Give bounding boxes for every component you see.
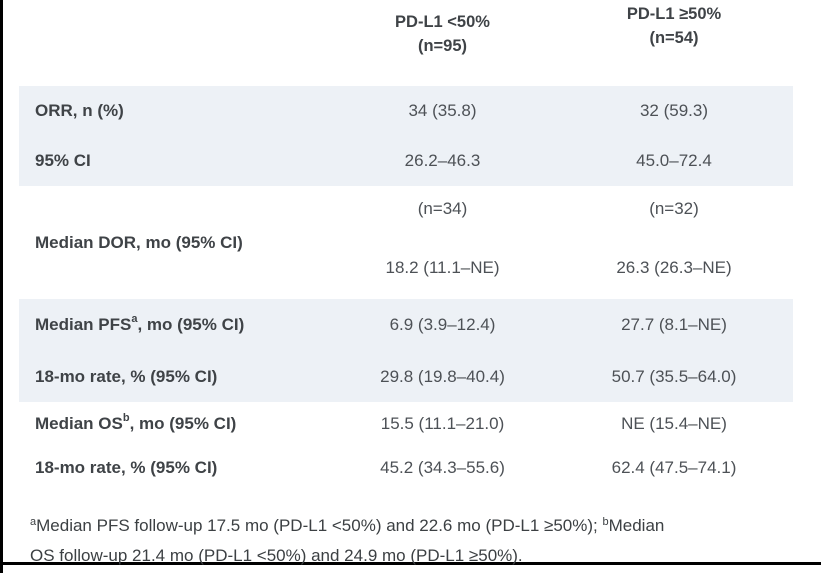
header-col1-line2: (n=95)	[417, 37, 468, 55]
results-table: PD-L1 <50% (n=95) PD-L1 ≥50% (n=54) ORR,…	[19, 0, 793, 569]
table-row-pfs: Median PFS a, mo (95% CI) 6.9 (3.9–12.4) …	[19, 299, 793, 351]
os-value-lt50: 15.5 (11.1–21.0)	[380, 414, 505, 433]
orr-value-ge50: 32 (59.3)	[639, 101, 709, 120]
footnote-text-a: Median PFS follow-up 17.5 mo (PD-L1 <50%…	[36, 516, 603, 535]
header-col-pdl1-lt50: PD-L1 <50% (n=95)	[330, 0, 555, 58]
header-col-pdl1-ge50-text: PD-L1 ≥50% (n=54)	[627, 0, 721, 50]
table-footnote: aMedian PFS follow-up 17.5 mo (PD-L1 <50…	[19, 512, 793, 569]
orr-value-lt50: 34 (35.8)	[408, 101, 477, 120]
table-header-row: PD-L1 <50% (n=95) PD-L1 ≥50% (n=54)	[19, 0, 793, 86]
os-label-post: , mo (95% CI)	[129, 414, 237, 433]
row-label-dor: Median DOR, mo (95% CI)	[35, 232, 243, 252]
frame-border-left	[0, 0, 3, 573]
table-row-orr: ORR, n (%) 34 (35.8) 32 (59.3)	[19, 86, 793, 136]
footnote-line2: OS follow-up 21.4 mo (PD-L1 <50%) and 24…	[30, 546, 523, 565]
os-rate-value-lt50: 45.2 (34.3–55.6)	[380, 458, 505, 477]
footnote-superscript-a: a	[30, 516, 37, 528]
header-col-pdl1-lt50-text: PD-L1 <50% (n=95)	[395, 0, 490, 58]
os-label-superscript: b	[122, 412, 130, 424]
dor-value-ge50: 26.3 (26.3–NE)	[616, 258, 732, 277]
os-label-pre: Median OS	[35, 414, 123, 433]
table-row-os: Median OS b, mo (95% CI) 15.5 (11.1–21.0)…	[19, 402, 793, 446]
os-rate-value-ge50: 62.4 (47.5–74.1)	[611, 458, 737, 477]
footnote-superscript-b: b	[602, 516, 609, 528]
dor-n-ge50: (n=32)	[649, 199, 699, 218]
footnote-line1: aMedian PFS follow-up 17.5 mo (PD-L1 <50…	[30, 512, 783, 542]
header-col-pdl1-ge50: PD-L1 ≥50% (n=54)	[555, 0, 793, 58]
footnote-text-b: Median	[608, 516, 665, 535]
table-row-dor: Median DOR, mo (95% CI) (n=34) 18.2 (11.…	[19, 186, 793, 299]
header-col1-line1: PD-L1 <50%	[395, 13, 490, 31]
row-label-os-18mo-rate: 18-mo rate, % (95% CI)	[35, 458, 218, 477]
dor-cell-ge50: (n=32) 26.3 (26.3–NE)	[555, 186, 793, 299]
row-label-pfs: Median PFS a, mo (95% CI)	[19, 299, 330, 351]
pfs-value-lt50: 6.9 (3.9–12.4)	[389, 315, 496, 334]
header-col2-line2: (n=54)	[649, 29, 699, 47]
ci-value-ge50: 45.0–72.4	[636, 151, 712, 170]
pfs-label-post: , mo (95% CI)	[137, 315, 245, 334]
pfs-value-ge50: 27.7 (8.1–NE)	[621, 315, 727, 334]
row-label-95ci: 95% CI	[35, 151, 91, 170]
dor-value-lt50: 18.2 (11.1–NE)	[385, 258, 500, 277]
os-value-ge50: NE (15.4–NE)	[621, 414, 727, 433]
pfs-rate-value-ge50: 50.7 (35.5–64.0)	[611, 366, 737, 386]
pfs-label-superscript: a	[131, 313, 138, 325]
row-label-pfs-18mo-rate: 18-mo rate, % (95% CI)	[35, 366, 218, 386]
ci-value-lt50: 26.2–46.3	[404, 151, 481, 170]
pfs-rate-value-lt50: 29.8 (19.8–40.4)	[380, 366, 505, 386]
row-label-orr: ORR, n (%)	[35, 101, 124, 120]
table-row-95ci: 95% CI 26.2–46.3 45.0–72.4	[19, 136, 793, 186]
row-label-os: Median OS b, mo (95% CI)	[19, 402, 330, 446]
dor-cell-lt50: (n=34) 18.2 (11.1–NE)	[330, 186, 555, 299]
table-row-os-18mo-rate: 18-mo rate, % (95% CI) 45.2 (34.3–55.6) …	[19, 446, 793, 490]
table-row-pfs-18mo-rate: 18-mo rate, % (95% CI) 29.8 (19.8–40.4) …	[19, 351, 793, 402]
dor-n-lt50: (n=34)	[417, 199, 468, 218]
frame-border-bottom	[0, 562, 821, 565]
header-col2-line1: PD-L1 ≥50%	[626, 5, 722, 23]
pfs-label-pre: Median PFS	[35, 315, 132, 334]
